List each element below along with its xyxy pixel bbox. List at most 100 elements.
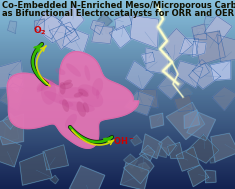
Polygon shape [34, 14, 72, 43]
Ellipse shape [41, 79, 56, 105]
Polygon shape [174, 95, 194, 112]
Polygon shape [70, 166, 105, 189]
Polygon shape [63, 26, 89, 54]
Bar [0, 108, 235, 110]
Polygon shape [65, 29, 79, 43]
Polygon shape [188, 165, 209, 187]
Polygon shape [138, 163, 150, 172]
Bar [0, 38, 235, 40]
Text: Co-Embedded N-Enriched Meso/Microporous Carbon Materials: Co-Embedded N-Enriched Meso/Microporous … [2, 1, 235, 10]
Bar [0, 100, 235, 102]
Bar [0, 66, 235, 68]
Bar [0, 132, 235, 134]
Ellipse shape [84, 65, 90, 81]
Polygon shape [0, 136, 21, 167]
Bar [0, 76, 235, 77]
Polygon shape [8, 21, 17, 33]
Polygon shape [124, 154, 154, 184]
Bar [0, 166, 235, 168]
Ellipse shape [37, 82, 46, 92]
Bar [0, 168, 235, 170]
Bar [0, 9, 235, 11]
Bar [0, 117, 235, 119]
Bar [0, 185, 235, 187]
Polygon shape [92, 26, 113, 44]
Polygon shape [40, 13, 49, 23]
Polygon shape [34, 12, 63, 39]
Bar [0, 172, 235, 174]
Bar [0, 8, 235, 9]
Bar [0, 151, 235, 153]
Bar [0, 187, 235, 189]
Bar [0, 17, 235, 19]
Bar [0, 85, 235, 87]
Polygon shape [4, 125, 19, 142]
Bar [0, 163, 235, 164]
Polygon shape [7, 52, 139, 148]
Polygon shape [20, 152, 52, 185]
Bar [0, 119, 235, 121]
Polygon shape [120, 163, 149, 189]
Polygon shape [197, 28, 206, 36]
Polygon shape [146, 48, 169, 74]
Bar [0, 94, 235, 96]
Bar [0, 115, 235, 117]
Polygon shape [168, 142, 184, 158]
Text: as Bifunctional Electrocatalysts for ORR and OER: as Bifunctional Electrocatalysts for ORR… [2, 9, 234, 18]
Bar [0, 40, 235, 42]
Polygon shape [126, 61, 154, 90]
Bar [0, 60, 235, 62]
Bar [0, 51, 235, 53]
Polygon shape [183, 45, 193, 55]
Bar [0, 43, 235, 45]
Bar [0, 0, 235, 2]
Bar [0, 181, 235, 183]
Bar [0, 183, 235, 185]
Polygon shape [131, 135, 142, 146]
Polygon shape [0, 83, 25, 110]
Ellipse shape [48, 80, 63, 87]
Bar [0, 104, 235, 106]
Polygon shape [187, 112, 215, 140]
Bar [0, 112, 235, 113]
Bar [0, 178, 235, 180]
Ellipse shape [62, 99, 69, 112]
Bar [0, 127, 235, 129]
Bar [0, 55, 235, 57]
Polygon shape [194, 31, 225, 65]
Ellipse shape [96, 89, 99, 99]
Bar [0, 93, 235, 94]
Bar [0, 91, 235, 93]
Bar [0, 25, 235, 26]
Bar [0, 164, 235, 166]
Ellipse shape [65, 114, 77, 129]
Ellipse shape [74, 92, 83, 97]
Bar [0, 68, 235, 70]
Bar [0, 140, 235, 142]
Polygon shape [43, 145, 68, 170]
Polygon shape [217, 35, 235, 62]
Bar [0, 13, 235, 15]
Bar [0, 129, 235, 130]
Bar [0, 87, 235, 89]
Bar [0, 11, 235, 13]
Polygon shape [3, 114, 17, 129]
Polygon shape [115, 14, 132, 30]
Polygon shape [142, 134, 162, 159]
Bar [0, 59, 235, 60]
Polygon shape [109, 26, 131, 48]
Bar [0, 42, 235, 43]
Polygon shape [9, 88, 20, 100]
Bar [0, 72, 235, 74]
Bar [0, 142, 235, 144]
Polygon shape [204, 16, 232, 44]
Polygon shape [130, 16, 159, 48]
Polygon shape [124, 154, 137, 168]
Bar [0, 83, 235, 85]
Ellipse shape [66, 63, 81, 77]
Bar [0, 53, 235, 55]
Bar [0, 79, 235, 81]
Bar [0, 49, 235, 51]
Bar [0, 125, 235, 127]
Polygon shape [204, 16, 215, 25]
